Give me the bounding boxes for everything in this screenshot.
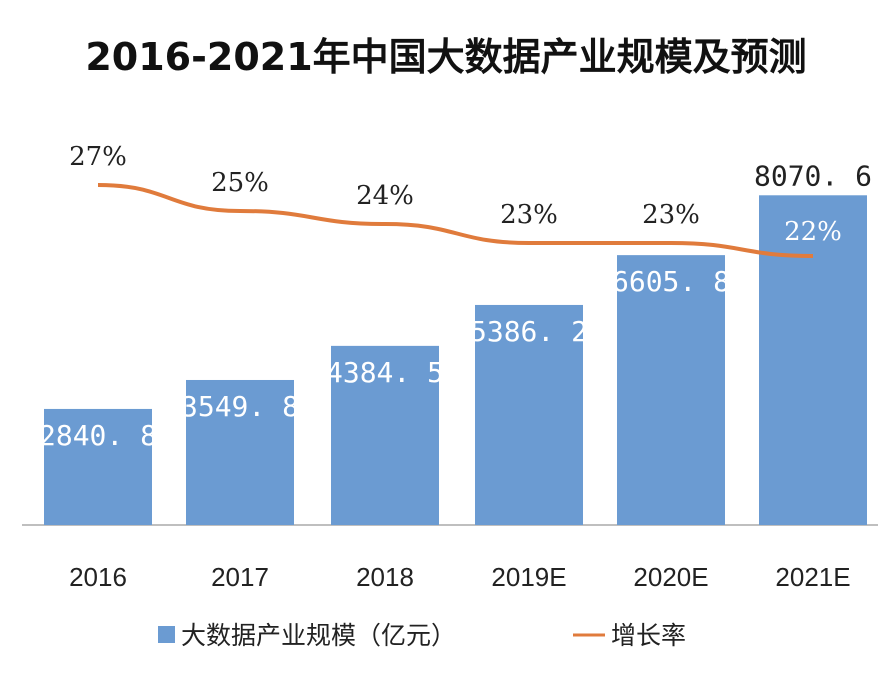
labels-group: 2840. 8 3549. 8 4384. 5 5386. 2 6605. 8 8070.… <box>39 142 872 452</box>
bar-2016 <box>44 408 152 525</box>
bar-2018 <box>331 345 439 525</box>
bars-group <box>44 195 867 525</box>
x-tick-label-2019E: 2019E <box>491 562 566 592</box>
legend-bar-swatch <box>158 626 175 643</box>
bar-value-label-2020E: 6605. 8 <box>612 265 730 298</box>
x-tick-label-2018: 2018 <box>356 562 414 592</box>
x-tick-label-2021E: 2021E <box>775 562 850 592</box>
bar-value-label-2018: 4384. 5 <box>326 356 444 389</box>
bar-value-label-2016: 2840. 8 <box>39 419 157 452</box>
bar-value-label-2017: 3549. 8 <box>181 390 299 423</box>
rate-label-2018: 24% <box>356 181 414 211</box>
legend: 大数据产业规模（亿元） 增长率 <box>158 621 686 650</box>
x-tick-label-2016: 2016 <box>69 562 127 592</box>
x-tick-label-2020E: 2020E <box>633 562 708 592</box>
rate-label-2017: 25% <box>211 168 269 198</box>
bar-2021E <box>759 195 867 525</box>
bar-2020E <box>617 255 725 525</box>
bar-value-label-2021E: 8070. 6 <box>754 159 872 192</box>
rate-label-2016: 27% <box>69 142 127 172</box>
legend-line-label: 增长率 <box>611 621 686 650</box>
rate-label-2021E: 22% <box>784 217 842 247</box>
rate-label-2019E: 23% <box>500 200 558 230</box>
growth-rate-line <box>97 183 814 258</box>
bar-value-label-2019E: 5386. 2 <box>470 315 588 348</box>
bar-2019E <box>475 304 583 525</box>
x-tick-label-2017: 2017 <box>211 562 269 592</box>
chart-title: 2016-2021年中国大数据产业规模及预测 <box>85 35 806 79</box>
rate-label-2020E: 23% <box>642 200 700 230</box>
growth-rate-line-group <box>97 183 814 258</box>
legend-bar-label: 大数据产业规模（亿元） <box>181 621 456 650</box>
bar-2017 <box>186 379 294 525</box>
x-tick-labels: 2016 2017 2018 2019E 2020E 2021E <box>69 562 851 592</box>
